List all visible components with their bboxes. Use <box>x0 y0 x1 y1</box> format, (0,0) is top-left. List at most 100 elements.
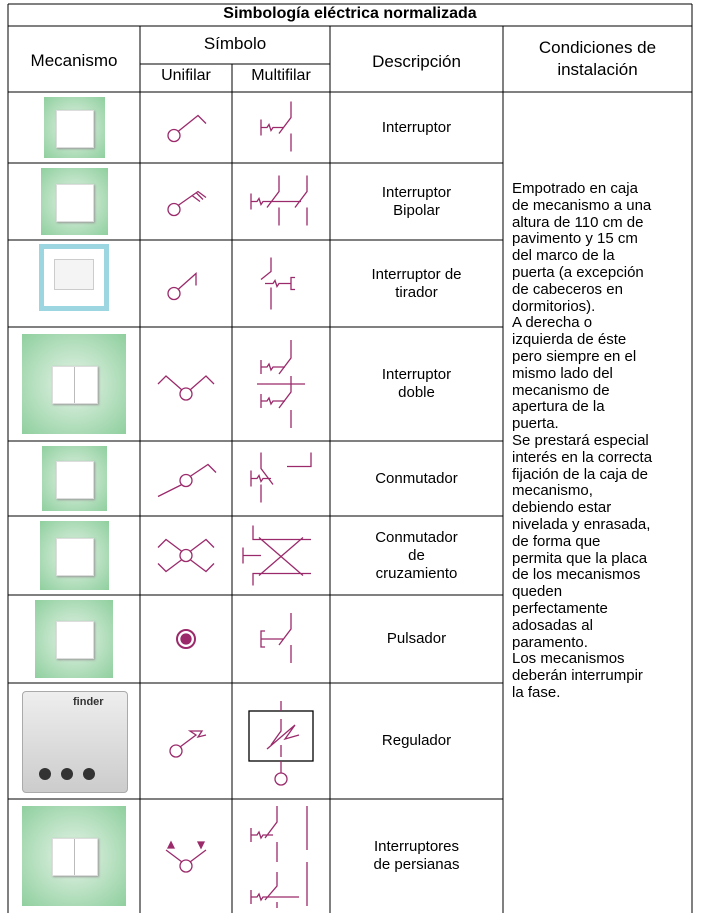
text: Los mecanismos <box>512 650 625 668</box>
mechanism-image <box>39 244 109 311</box>
symbol-part <box>165 849 207 863</box>
text: Interruptor <box>381 118 452 136</box>
mechanism-image: finder <box>22 691 128 793</box>
text: Interruptores <box>373 838 460 855</box>
symbol-part <box>179 473 193 488</box>
symbol-part <box>250 452 312 503</box>
symbol <box>250 806 308 908</box>
text: apertura de la <box>512 398 605 416</box>
symbol-part <box>167 286 181 301</box>
symbol-part <box>179 859 193 873</box>
symbol-part <box>177 272 197 290</box>
mechanism-image <box>22 806 126 906</box>
symbol-part <box>167 128 181 143</box>
text: mecanismo de <box>512 381 610 399</box>
symbol-part <box>260 257 295 310</box>
symbol-part <box>266 701 300 773</box>
text: Se prestará especial <box>512 432 649 449</box>
symbol-part <box>250 175 308 226</box>
mechanism-image <box>41 446 107 511</box>
text: deberán interrumpir <box>512 667 643 685</box>
mechanism-image <box>39 521 109 590</box>
symbol-part <box>177 114 207 133</box>
text: mecanismo, <box>512 482 593 500</box>
symbol-part <box>179 387 193 401</box>
text: Multifilar <box>251 67 311 84</box>
text: Condiciones de <box>538 38 657 57</box>
text: de cabeceros en <box>512 280 623 298</box>
text: Simbología eléctrica normalizada <box>223 5 477 22</box>
text: Interruptor de <box>371 265 462 283</box>
text: debiendo estar <box>512 499 612 517</box>
text: puerta (a excepción <box>512 264 644 281</box>
text: Interruptor <box>381 183 452 201</box>
symbol <box>260 101 292 152</box>
symbol-part <box>176 629 196 649</box>
symbol-part <box>157 463 217 498</box>
mechanism-image <box>22 334 126 434</box>
symbol <box>167 114 207 143</box>
symbol <box>157 375 215 401</box>
symbol-part <box>274 772 288 786</box>
text: Unifilar <box>161 67 211 84</box>
symbol <box>169 730 207 758</box>
text: queden <box>512 583 563 601</box>
text: altura de 110 cm de <box>512 213 644 231</box>
symbol-part <box>179 548 193 563</box>
symbol-part <box>260 101 292 152</box>
symbol-part <box>257 340 305 428</box>
symbol-part <box>179 730 207 748</box>
symbol-part <box>250 806 308 908</box>
text: del marco de la <box>512 247 615 265</box>
symbol <box>157 463 217 498</box>
text: instalación <box>557 60 638 79</box>
text: Conmutador <box>375 528 458 546</box>
text: adosadas al <box>512 616 593 634</box>
symbol-part <box>177 190 207 207</box>
text: de <box>408 546 425 564</box>
symbol <box>250 452 312 503</box>
text: permita que la placa <box>512 549 648 567</box>
symbol <box>257 340 305 428</box>
text: perfectamente <box>512 600 608 617</box>
symbol-part <box>260 613 292 663</box>
text: Regulador <box>381 732 452 749</box>
symbol <box>157 538 215 573</box>
symbol <box>260 613 292 663</box>
text: de mecanismo a una <box>512 196 652 214</box>
text: puerta. <box>512 415 559 433</box>
symbol-part <box>180 633 192 645</box>
text: cruzamiento <box>375 564 458 582</box>
text: fijación de la caja de <box>512 465 648 483</box>
text: Bipolar <box>393 201 440 219</box>
symbol <box>165 840 207 873</box>
text: nivelada y enrasada, <box>512 516 651 533</box>
symbol <box>260 257 295 310</box>
symbol-part <box>166 840 206 850</box>
symbol <box>167 190 207 217</box>
text: Símbolo <box>203 34 267 53</box>
text: Pulsador <box>386 630 447 647</box>
symbol <box>176 629 196 649</box>
text: de los mecanismos <box>512 566 641 584</box>
symbol-part <box>157 538 215 573</box>
text: de forma que <box>512 532 601 550</box>
text: Empotrado en caja <box>512 180 638 197</box>
text: Conmutador <box>375 469 458 487</box>
text: A derecha o <box>512 314 593 332</box>
text: paramento. <box>512 633 588 651</box>
text: la fase. <box>512 684 561 701</box>
text: tirador <box>395 283 438 301</box>
symbol-part <box>167 202 181 217</box>
text: doble <box>398 384 435 401</box>
text: izquierda de éste <box>512 331 627 349</box>
symbol <box>250 175 308 226</box>
mechanism-image <box>40 168 108 235</box>
symbol-part <box>242 525 311 586</box>
symbol <box>248 701 314 786</box>
text: Mecanismo <box>30 51 118 70</box>
text: mismo lado del <box>512 364 613 382</box>
mechanism-image <box>43 97 105 158</box>
symbol-part <box>157 375 215 391</box>
